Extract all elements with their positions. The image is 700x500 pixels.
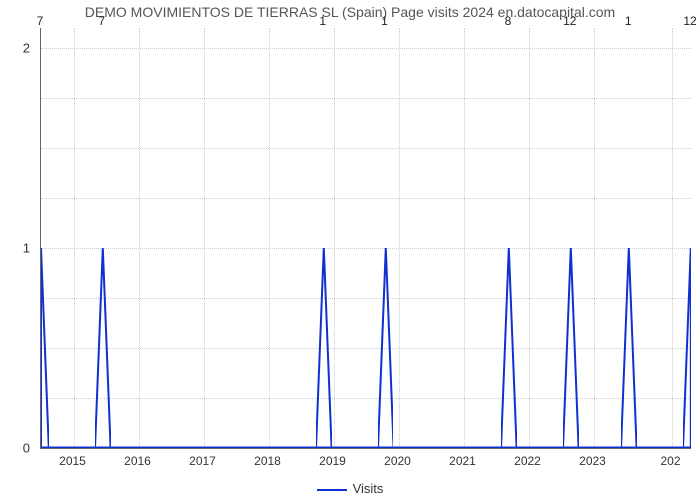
x-tick-label: 2022 (514, 454, 541, 468)
spike-value-label: 8 (505, 14, 512, 28)
spike-value-label: 12 (683, 14, 696, 28)
spike-value-label: 12 (563, 14, 576, 28)
spike-value-label: 1 (625, 14, 632, 28)
x-tick-label: 202 (660, 454, 680, 468)
x-tick-label: 2021 (449, 454, 476, 468)
x-tick-label: 2015 (59, 454, 86, 468)
x-tick-label: 2016 (124, 454, 151, 468)
series-baseline (41, 28, 691, 448)
y-tick-label: 1 (0, 241, 30, 256)
x-tick-label: 2023 (579, 454, 606, 468)
spike-value-label: 1 (381, 14, 388, 28)
legend-label: Visits (353, 481, 384, 496)
legend: Visits (0, 481, 700, 496)
y-tick-label: 2 (0, 41, 30, 56)
x-tick-label: 2018 (254, 454, 281, 468)
x-tick-label: 2017 (189, 454, 216, 468)
x-tick-label: 2020 (384, 454, 411, 468)
plot-area (40, 28, 691, 449)
spike-value-label: 7 (37, 14, 44, 28)
legend-swatch (317, 489, 347, 491)
spike-value-label: 7 (98, 14, 105, 28)
spike-value-label: 1 (319, 14, 326, 28)
x-tick-label: 2019 (319, 454, 346, 468)
y-tick-label: 0 (0, 441, 30, 456)
